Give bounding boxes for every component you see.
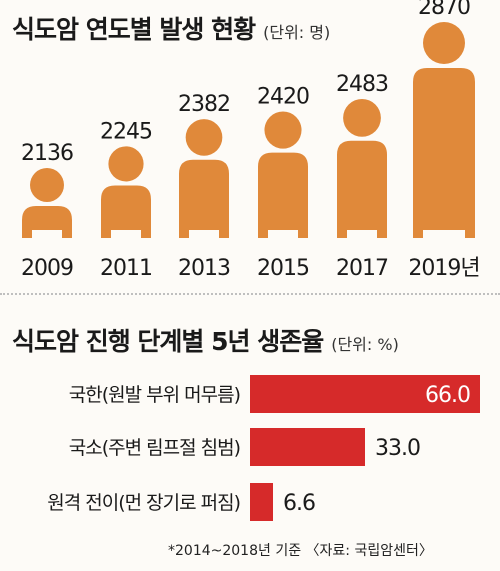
year-label-4: 2017 bbox=[336, 256, 388, 281]
person-head-4 bbox=[343, 98, 381, 137]
year-label-5: 2019년 bbox=[408, 256, 479, 281]
person-head-1 bbox=[108, 146, 144, 182]
value-label-3: 2420 bbox=[257, 85, 309, 110]
person-head-2 bbox=[185, 119, 223, 156]
value-label-5: 2870 bbox=[418, 0, 470, 20]
person-head-5 bbox=[423, 22, 465, 64]
bar-0 bbox=[250, 375, 480, 413]
person-body-1 bbox=[101, 185, 151, 238]
chart2-title: 식도암 진행 단계별 5년 생존율 (단위: %) bbox=[12, 322, 399, 358]
value-label-2: 2382 bbox=[178, 92, 230, 117]
value-label-4: 2483 bbox=[336, 72, 388, 97]
bar-value-label-1: 33.0 bbox=[375, 436, 420, 461]
year-label-1: 2011 bbox=[100, 256, 152, 281]
chart2-title-text: 식도암 진행 단계별 5년 생존율 bbox=[12, 327, 324, 356]
year-label-2: 2013 bbox=[178, 256, 230, 281]
chart1-title: 식도암 연도별 발생 현황 (단위: 명) bbox=[12, 10, 330, 46]
person-body-0 bbox=[22, 206, 72, 238]
person-body-5 bbox=[413, 68, 475, 238]
person-head-3 bbox=[264, 111, 302, 149]
year-label-0: 2009 bbox=[21, 256, 73, 281]
footnote: *2014~2018년 기준 〈자료: 국립암센터〉 bbox=[168, 543, 433, 559]
person-body-3 bbox=[258, 152, 308, 238]
category-label-1: 국소(주변 림프절 침범) bbox=[69, 437, 240, 459]
bar-value-label-0: 66.0 bbox=[425, 383, 470, 408]
category-label-0: 국한(원발 부위 머무름) bbox=[69, 384, 240, 406]
value-label-0: 2136 bbox=[21, 141, 73, 166]
bar-1 bbox=[250, 428, 365, 466]
chart2-unit: (단위: %) bbox=[331, 335, 399, 354]
value-label-1: 2245 bbox=[100, 119, 152, 144]
chart1-title-text: 식도암 연도별 발생 현황 bbox=[12, 15, 256, 44]
section-divider bbox=[0, 293, 500, 295]
year-label-3: 2015 bbox=[257, 256, 309, 281]
bar-2 bbox=[250, 483, 273, 521]
person-body-4 bbox=[337, 140, 387, 238]
person-body-2 bbox=[179, 159, 229, 238]
bar-value-label-2: 6.6 bbox=[283, 491, 315, 516]
person-head-0 bbox=[30, 168, 64, 202]
chart1-unit: (단위: 명) bbox=[263, 23, 331, 42]
category-label-2: 원격 전이(먼 장기로 퍼짐) bbox=[47, 492, 240, 514]
